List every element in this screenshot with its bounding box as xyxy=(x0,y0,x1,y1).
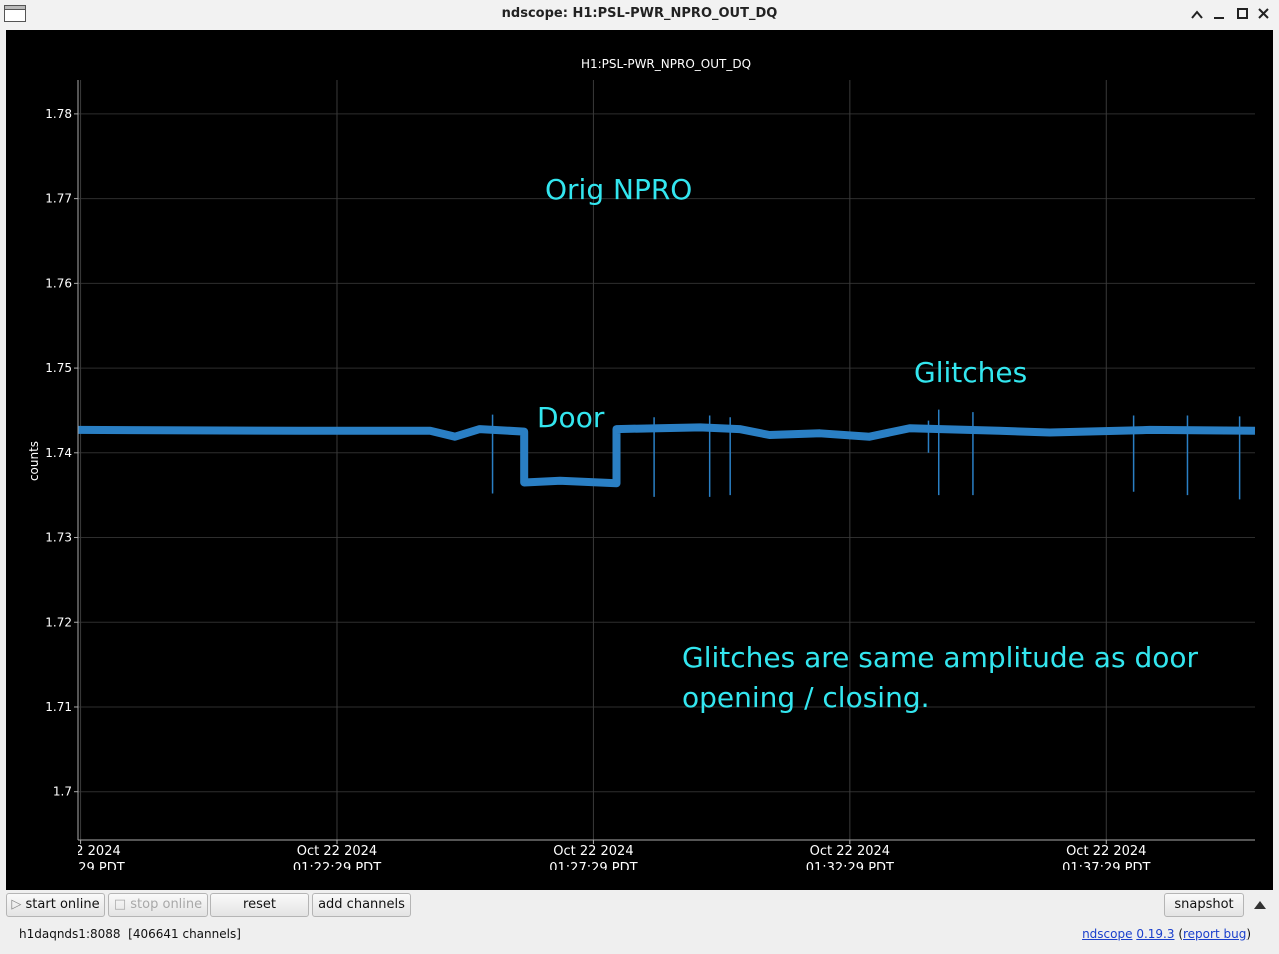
start-online-button[interactable]: ▷ start online xyxy=(6,893,105,917)
y-tick-label: 1.76 xyxy=(45,276,72,290)
chart-title: H1:PSL-PWR_NPRO_OUT_DQ xyxy=(581,57,751,71)
app-icon-bar xyxy=(4,5,26,10)
trace xyxy=(491,409,1241,500)
annotation: Door xyxy=(537,401,605,434)
server: h1daqnds1:8088 xyxy=(19,927,121,941)
chart: H1:PSL-PWR_NPRO_OUT_DQ counts 1.71.711.7… xyxy=(27,57,1256,844)
title-bar: ndscope: H1:PSL-PWR_NPRO_OUT_DQ xyxy=(0,0,1279,30)
annotation: Glitches xyxy=(914,356,1028,389)
app-link[interactable]: ndscope xyxy=(1082,927,1133,941)
button-label: stop online xyxy=(130,897,203,912)
traces xyxy=(77,409,1256,500)
version-link[interactable]: 0.19.3 xyxy=(1136,927,1175,941)
grid xyxy=(78,80,1255,844)
plot-background xyxy=(6,30,1273,890)
x-tick-label: Oct 22 2024 01:17:29 PDT xyxy=(78,844,125,870)
annotation: Glitches are same amplitude as door open… xyxy=(682,641,1199,714)
window-title: ndscope: H1:PSL-PWR_NPRO_OUT_DQ xyxy=(501,6,778,21)
reset-button[interactable]: reset xyxy=(210,893,309,917)
status-right: ndscope 0.19.3 (report bug) xyxy=(1082,927,1251,941)
y-axis-label: counts xyxy=(27,441,41,481)
paren: ) xyxy=(1246,927,1251,941)
x-tick-label: Oct 22 2024 01:22:29 PDT xyxy=(292,844,382,870)
bug-link[interactable]: report bug xyxy=(1183,927,1247,941)
close-button[interactable] xyxy=(1258,8,1269,19)
maximize-button[interactable] xyxy=(1237,8,1248,19)
trace xyxy=(77,423,1256,488)
status-left: h1daqnds1:8088 [406641 channels] xyxy=(19,927,241,941)
annotation: Orig NPRO xyxy=(545,173,693,206)
y-ticks: 1.7 1.71 1.72 1.73 1.74 1.75 1.76 1.77 1.78 xyxy=(45,107,78,799)
x-tick-label: Oct 22 2024 01:32:29 PDT xyxy=(805,844,894,870)
y-tick-label: 1.74 xyxy=(45,446,72,460)
y-tick-label: 1.78 xyxy=(45,107,72,121)
x-tick-label: Oct 22 2024 01:37:29 PDT xyxy=(1062,844,1151,870)
channel-count: [406641 channels] xyxy=(128,927,241,941)
y-tick-label: 1.71 xyxy=(45,700,72,714)
add-channels-button[interactable]: add channels xyxy=(312,893,411,917)
y-tick-label: 1.77 xyxy=(45,192,72,206)
x-tick-label: Oct 22 2024 01:27:29 PDT xyxy=(549,844,638,870)
paren: ( xyxy=(1178,927,1183,941)
keep-above-button[interactable] xyxy=(1191,10,1203,19)
y-tick-label: 1.73 xyxy=(45,531,72,545)
y-tick-label: 1.72 xyxy=(45,615,72,629)
snapshot-button[interactable]: snapshot xyxy=(1164,893,1244,917)
stop-online-button: □ stop online xyxy=(108,893,208,917)
x-tick-labels: Oct 22 2024 01:17:29 PDT Oct 22 2024 01:2… xyxy=(78,843,1255,870)
button-label: start online xyxy=(25,897,100,912)
expand-button[interactable] xyxy=(1253,899,1267,911)
y-tick-label: 1.7 xyxy=(53,785,72,799)
y-tick-label: 1.75 xyxy=(45,361,72,375)
title-icons xyxy=(4,5,1269,22)
